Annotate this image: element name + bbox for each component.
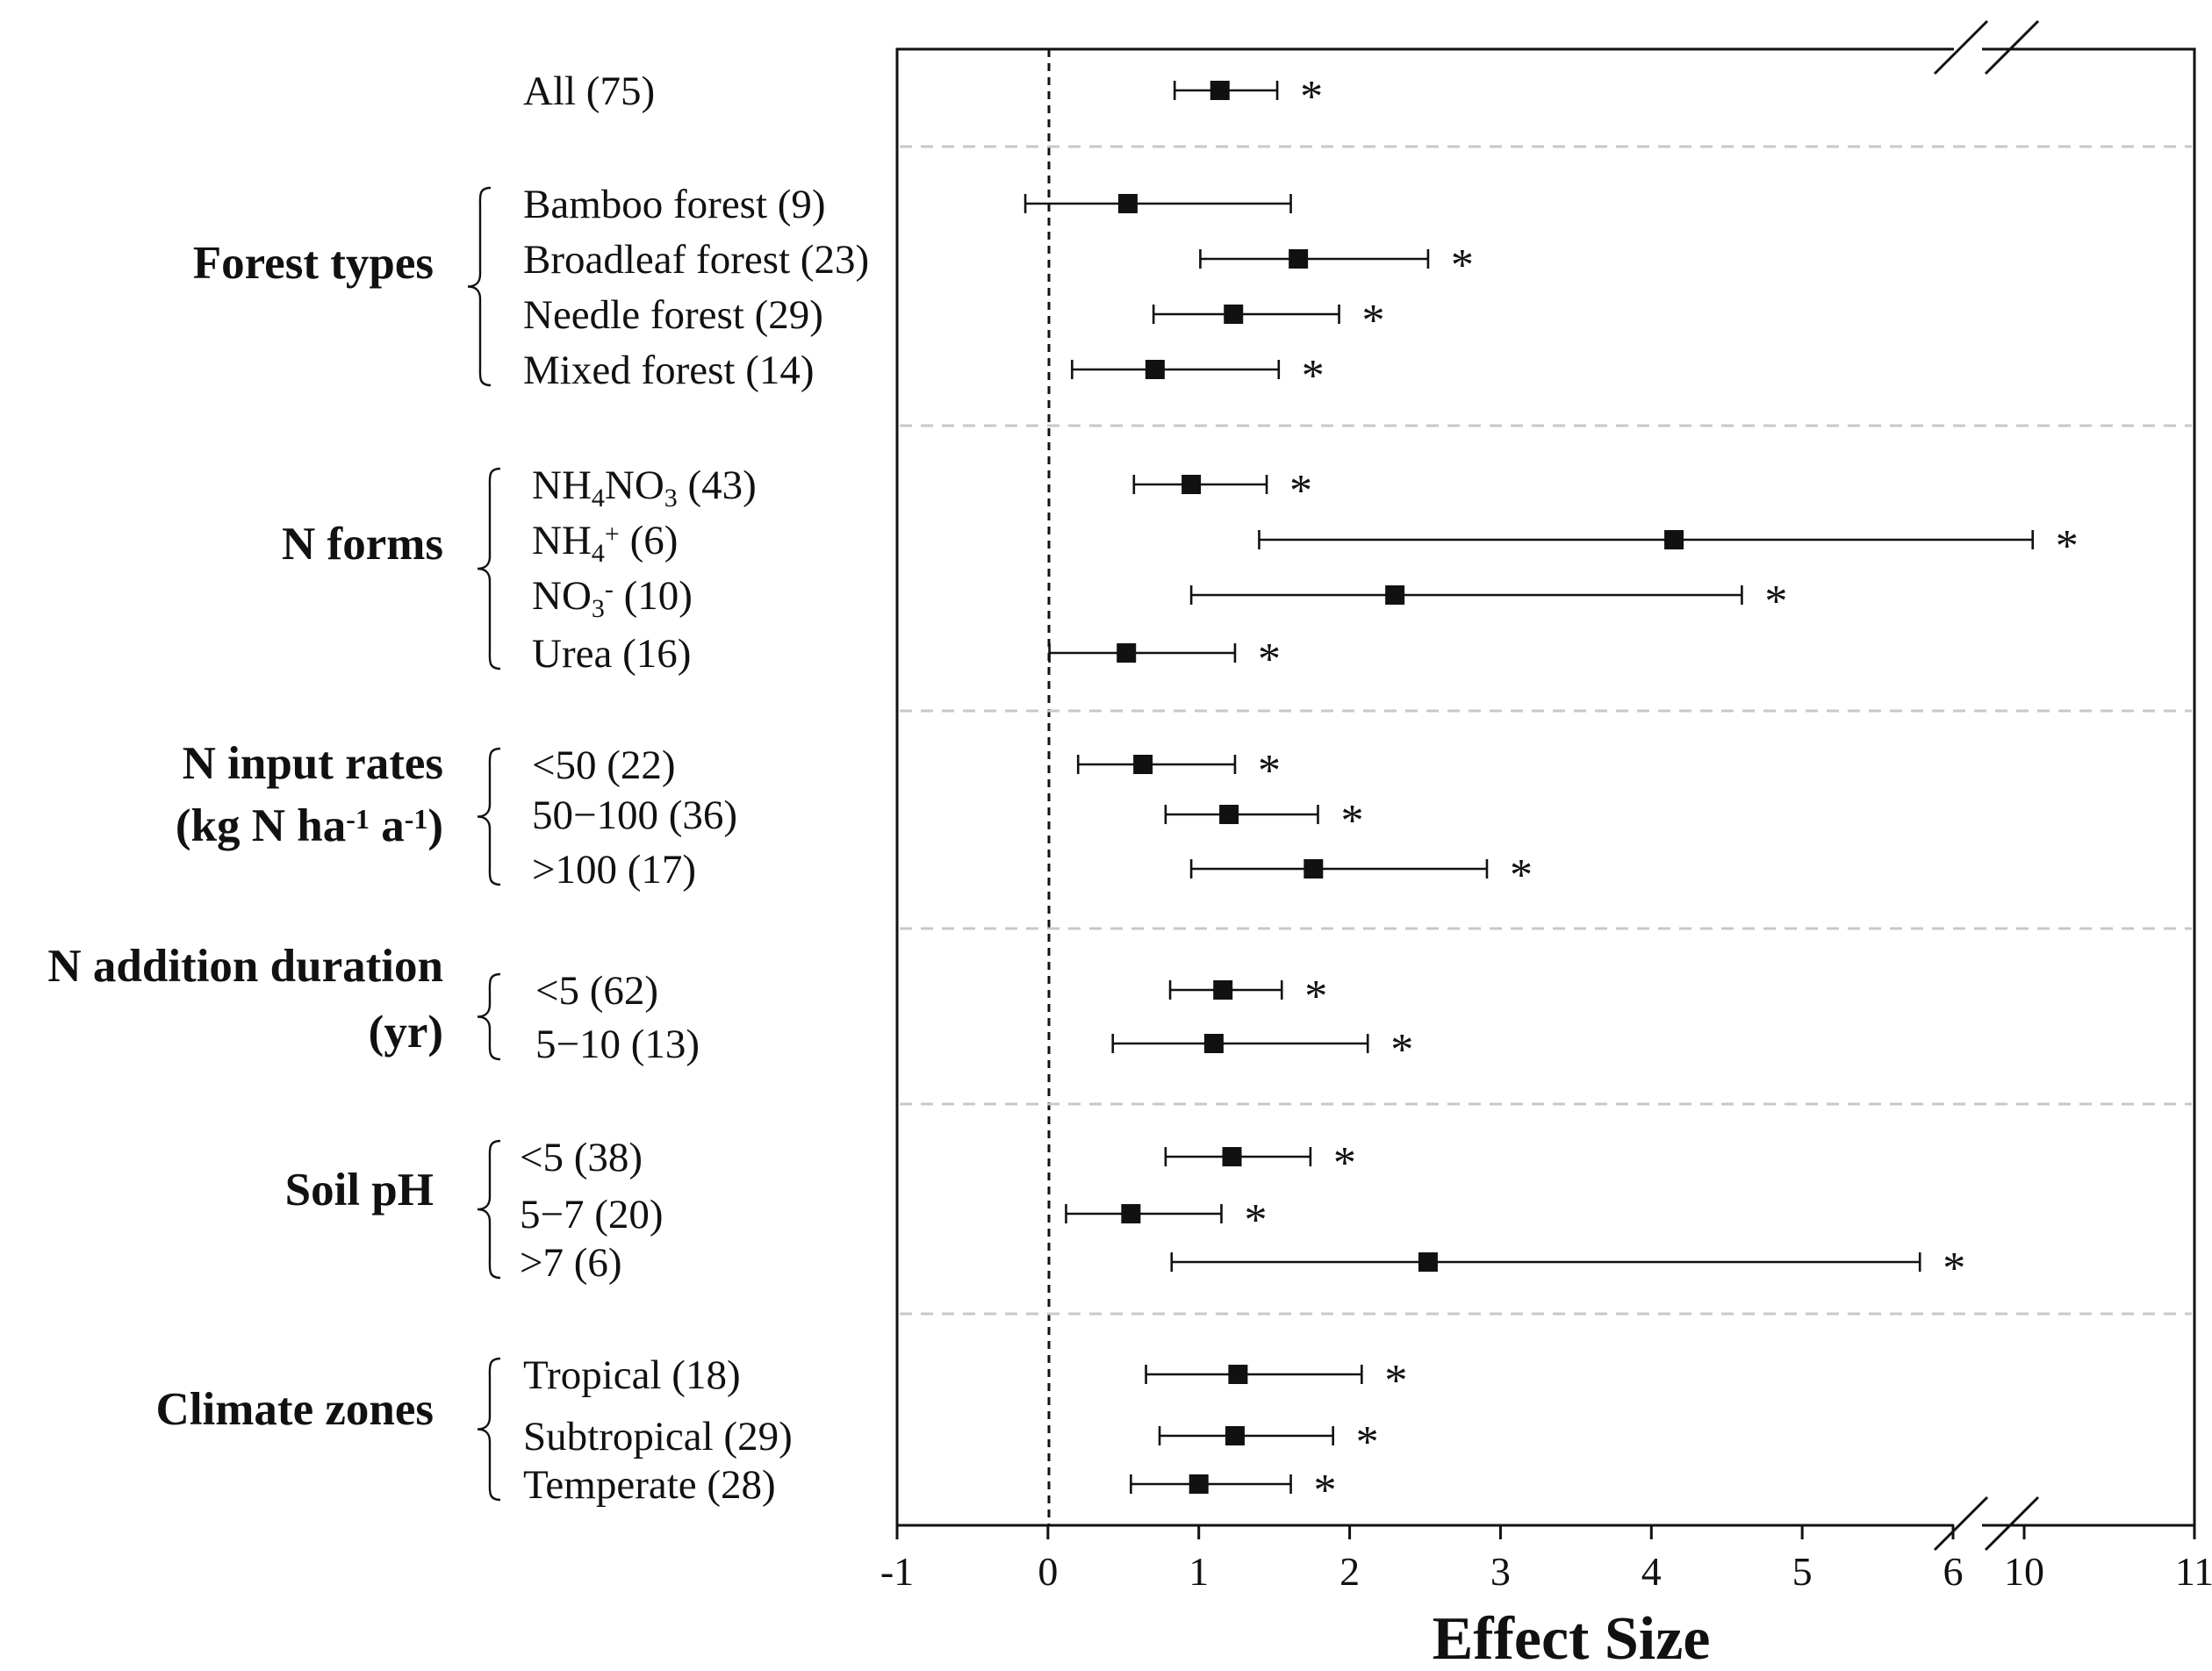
row-label: NH4NO3 (43)	[532, 463, 757, 513]
row-label: Subtropical (29)	[523, 1414, 793, 1459]
significance-star: *	[1384, 1356, 1407, 1406]
mean-marker	[1203, 1034, 1224, 1053]
row-label: Mixed forest (14)	[523, 348, 815, 393]
group-brace	[477, 972, 501, 1061]
significance-star: *	[1304, 972, 1327, 1022]
x-tick-label: 10	[2004, 1549, 2044, 1594]
group-brace	[477, 747, 501, 886]
significance-star: *	[1258, 746, 1281, 796]
row-label: Urea (16)	[532, 631, 691, 677]
significance-star: *	[1390, 1025, 1413, 1075]
significance-star: *	[1451, 240, 1474, 290]
mean-marker	[1145, 360, 1165, 379]
mean-marker	[1664, 530, 1684, 549]
mean-marker	[1289, 249, 1309, 269]
row-label: NO3- (10)	[532, 573, 693, 623]
group-title: N addition duration	[47, 941, 443, 992]
axis-break-mark	[1933, 19, 1989, 75]
significance-star: *	[1356, 1417, 1379, 1467]
mean-marker	[1224, 305, 1244, 324]
group-title: Soil pH	[285, 1165, 434, 1216]
x-tick-label: 1	[1189, 1549, 1209, 1594]
x-tick-label: 5	[1792, 1549, 1813, 1594]
mean-marker	[1117, 643, 1137, 663]
mean-marker	[1304, 859, 1324, 879]
row-label: All (75)	[523, 68, 655, 114]
significance-star: *	[1362, 296, 1385, 346]
row-label: Tropical (18)	[523, 1352, 741, 1398]
significance-star: *	[1314, 1466, 1337, 1516]
group-brace	[477, 1357, 501, 1502]
mean-marker	[1385, 585, 1405, 605]
row-label: Broadleaf forest (23)	[523, 237, 869, 283]
group-title: N input rates	[183, 738, 443, 789]
x-tick-label: 4	[1641, 1549, 1662, 1594]
row-label: <5 (62)	[535, 968, 658, 1014]
mean-marker	[1213, 980, 1233, 1000]
x-tick-label: 2	[1339, 1549, 1360, 1594]
row-label: <5 (38)	[520, 1135, 643, 1180]
significance-star: *	[1340, 796, 1363, 846]
mean-marker	[1181, 475, 1202, 494]
significance-star: *	[1244, 1195, 1267, 1245]
plot-frame	[895, 47, 2196, 1527]
group-brace	[477, 467, 501, 671]
row-label: 5−7 (20)	[520, 1192, 664, 1237]
significance-star: *	[1289, 466, 1312, 516]
significance-star: *	[1300, 72, 1323, 122]
group-title: Climate zones	[156, 1384, 434, 1435]
mean-marker	[1121, 1204, 1141, 1223]
mean-marker	[1418, 1252, 1438, 1272]
group-title: (yr)	[369, 1007, 443, 1058]
significance-star: *	[1258, 635, 1281, 685]
x-axis-title: Effect Size	[1433, 1605, 1711, 1671]
mean-marker	[1133, 755, 1153, 774]
x-tick-label: 11	[2175, 1549, 2212, 1594]
significance-star: *	[1333, 1138, 1356, 1188]
x-tick-label: 3	[1490, 1549, 1511, 1594]
row-label: 5−10 (13)	[535, 1022, 700, 1067]
group-brace	[477, 1139, 501, 1280]
group-brace	[467, 186, 492, 387]
row-label: >100 (17)	[532, 847, 696, 893]
row-label: Temperate (28)	[523, 1462, 776, 1508]
mean-marker	[1222, 1147, 1242, 1166]
axis-break-mark	[1984, 19, 2040, 75]
significance-star: *	[1510, 850, 1533, 900]
row-label: NH4+ (6)	[532, 518, 678, 568]
row-label: 50−100 (36)	[532, 792, 737, 838]
group-title: Forest types	[193, 238, 434, 289]
row-label: Bamboo forest (9)	[523, 182, 826, 227]
significance-star: *	[1943, 1244, 1965, 1294]
mean-marker	[1219, 805, 1239, 824]
group-title: N forms	[282, 519, 443, 570]
group-title: (kg N ha-1 a-1)	[176, 800, 443, 851]
row-label: Needle forest (29)	[523, 292, 823, 338]
x-tick-label: 6	[1943, 1549, 1964, 1594]
x-tick-label: -1	[880, 1549, 914, 1594]
significance-star: *	[1302, 351, 1325, 401]
significance-star: *	[2056, 521, 2079, 571]
x-tick-label: 0	[1038, 1549, 1058, 1594]
mean-marker	[1117, 194, 1138, 213]
mean-marker	[1210, 81, 1230, 100]
axis-break-mark	[1984, 1495, 2040, 1552]
row-label: >7 (6)	[520, 1240, 622, 1286]
row-label: <50 (22)	[532, 742, 676, 788]
mean-marker	[1189, 1474, 1209, 1494]
significance-star: *	[1764, 577, 1787, 627]
mean-marker	[1228, 1365, 1248, 1384]
axis-break-mark	[1933, 1495, 1989, 1552]
mean-marker	[1224, 1426, 1245, 1445]
